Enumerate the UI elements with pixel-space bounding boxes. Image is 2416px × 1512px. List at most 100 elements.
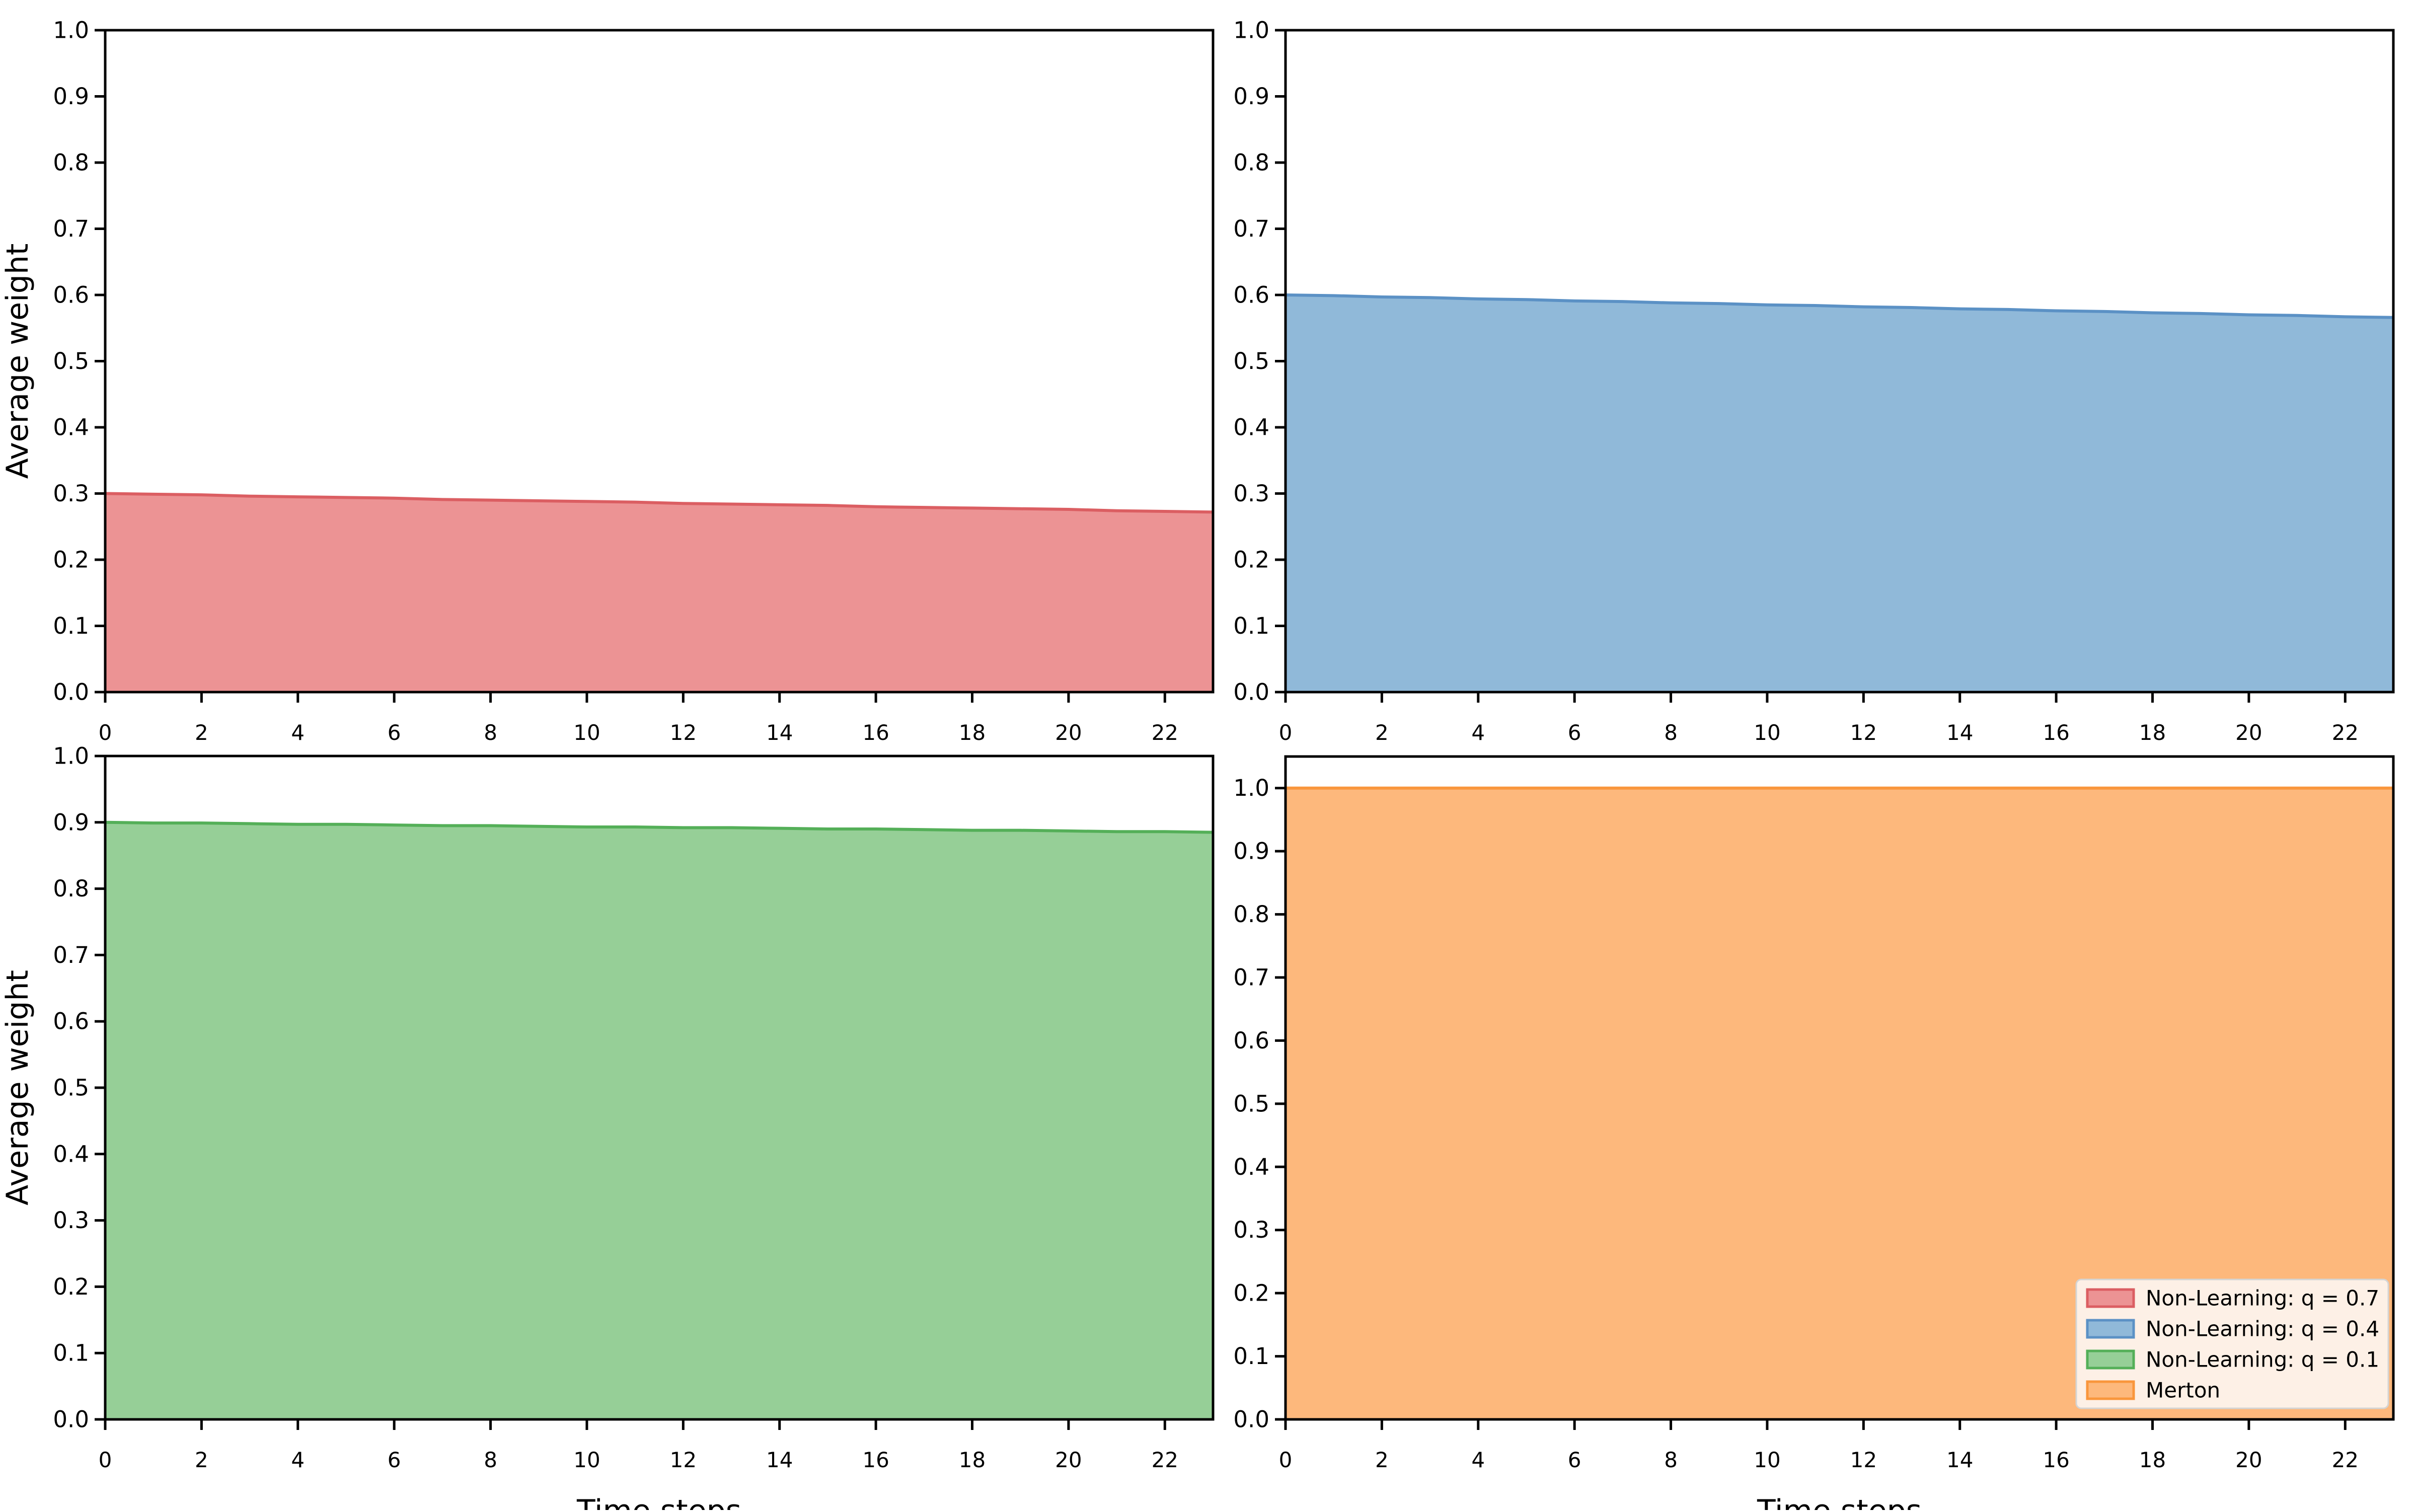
area-non-learning-q07 — [105, 493, 1213, 692]
x-tick-label: 10 — [573, 720, 600, 745]
y-tick-label: 0.4 — [1233, 414, 1269, 441]
x-tick-label: 0 — [1279, 720, 1293, 745]
x-tick-label: 14 — [766, 1448, 793, 1472]
x-axis-label: Time steps — [576, 1493, 741, 1510]
x-tick-label: 12 — [1850, 1448, 1877, 1472]
y-tick-label: 0.1 — [53, 1340, 89, 1367]
line-non-learning-q07 — [105, 492, 1214, 514]
legend-entry: Non-Learning: q = 0.4 — [2086, 1317, 2379, 1341]
x-tick-label: 16 — [2043, 1448, 2069, 1472]
area-non-learning-q01 — [105, 822, 1213, 1419]
y-tick-label: 0.6 — [53, 1008, 89, 1035]
panel-top-right: 0.0 0.1 0.2 0.3 0.4 0.5 0.6 0.7 0.8 0.9 1.0 0 2 4 6 8 10… — [1233, 17, 2395, 745]
x-tick-label: 6 — [1568, 720, 1581, 745]
x-tick-label: 8 — [1664, 720, 1678, 745]
legend-box — [2075, 1278, 2389, 1409]
area-non-learning-q04 — [1286, 295, 2393, 692]
y-tick-label: 0.8 — [1233, 149, 1269, 176]
panel-bottom-right: 0.0 0.1 0.2 0.3 0.4 0.5 0.6 0.7 0.8 0.9 1.0 0 2 4 6 8 10… — [1233, 755, 2395, 1512]
y-tick-label: 0.1 — [53, 613, 89, 639]
y-axis-label: Average weight — [0, 244, 35, 479]
legend-swatch — [2086, 1349, 2135, 1370]
y-tick-label: 0.3 — [1233, 1217, 1269, 1243]
y-tick-label: 0.4 — [53, 414, 89, 441]
x-tick-label: 20 — [2235, 720, 2262, 745]
x-tick-label: 4 — [291, 1448, 305, 1472]
x-tick-label: 22 — [2332, 1448, 2359, 1472]
x-tick-label: 12 — [670, 1448, 697, 1472]
y-tick-label: 1.0 — [53, 743, 89, 770]
x-tick-label: 18 — [2139, 720, 2166, 745]
legend-entry: Non-Learning: q = 0.7 — [2086, 1286, 2379, 1311]
legend: Non-Learning: q = 0.7 Non-Learning: q = 0… — [2075, 1278, 2389, 1409]
panel-top-left: 0.0 0.1 0.2 0.3 0.4 0.5 0.6 0.7 0.8 0.9 1.0 0 2 4 6 8 10… — [0, 17, 1215, 745]
x-tick-label: 6 — [388, 720, 401, 745]
y-tick-label: 0.5 — [1233, 1090, 1269, 1117]
y-tick-label: 0.9 — [53, 809, 89, 836]
x-tick-label: 10 — [1754, 720, 1780, 745]
x-tick-label: 18 — [2139, 1448, 2166, 1472]
y-tick-label: 0.2 — [53, 547, 89, 573]
axes-spines — [1284, 755, 2395, 1421]
x-tick-label: 4 — [291, 720, 305, 745]
x-tick-label: 2 — [195, 720, 208, 745]
y-tick-label: 0.5 — [1233, 348, 1269, 374]
y-tick-label: 0.0 — [53, 1406, 89, 1433]
legend-label: Merton — [2146, 1378, 2220, 1403]
y-tick-label: 0.9 — [53, 83, 89, 110]
y-tick-label: 0.3 — [53, 480, 89, 507]
y-tick-label: 0.9 — [1233, 838, 1269, 865]
legend-entry: Merton — [2086, 1378, 2220, 1403]
legend-label: Non-Learning: q = 0.1 — [2146, 1347, 2379, 1372]
x-tick-label: 4 — [1471, 720, 1485, 745]
x-tick-label: 12 — [670, 720, 697, 745]
y-tick-label: 0.7 — [1233, 964, 1269, 991]
x-tick-label: 14 — [1946, 1448, 1973, 1472]
x-tick-label: 20 — [2235, 1448, 2262, 1472]
y-tick-label: 0.8 — [1233, 901, 1269, 928]
x-axis-label: Time steps — [1757, 1493, 1922, 1510]
y-tick-label: 0.5 — [53, 1075, 89, 1101]
legend-swatch — [2086, 1288, 2135, 1308]
y-tick-label: 0.1 — [1233, 1343, 1269, 1370]
x-tick-label: 2 — [1375, 1448, 1389, 1472]
x-tick-label: 0 — [1279, 1448, 1293, 1472]
y-tick-label: 0.2 — [53, 1273, 89, 1300]
x-tick-label: 8 — [484, 1448, 497, 1472]
y-tick-label: 0.9 — [1233, 83, 1269, 110]
y-tick-label: 1.0 — [53, 17, 89, 44]
x-tick-label: 6 — [1568, 1448, 1581, 1472]
x-tick-label: 12 — [1850, 720, 1877, 745]
y-tick-label: 0.6 — [1233, 282, 1269, 309]
x-tick-label: 20 — [1055, 720, 1082, 745]
y-tick-label: 0.8 — [53, 875, 89, 902]
y-tick-label: 0.6 — [1233, 1027, 1269, 1054]
x-tick-label: 10 — [573, 1448, 600, 1472]
x-tick-label: 20 — [1055, 1448, 1082, 1472]
y-tick-label: 0.0 — [53, 679, 89, 706]
line-non-learning-q04 — [1285, 293, 2394, 319]
x-tick-label: 14 — [1946, 720, 1973, 745]
x-tick-label: 14 — [766, 720, 793, 745]
y-tick-label: 0.2 — [1233, 1280, 1269, 1307]
x-tick-label: 18 — [959, 1448, 986, 1472]
x-tick-label: 22 — [1152, 720, 1178, 745]
y-tick-label: 0.2 — [1233, 547, 1269, 573]
y-tick-label: 0.7 — [53, 215, 89, 242]
y-axis-label: Average weight — [0, 970, 35, 1205]
line-non-learning-q01 — [105, 820, 1214, 834]
x-tick-label: 16 — [862, 720, 889, 745]
x-tick-label: 0 — [99, 1448, 112, 1472]
area-merton — [1286, 788, 2393, 1419]
x-tick-label: 8 — [484, 720, 497, 745]
y-tick-label: 1.0 — [1233, 17, 1269, 44]
y-tick-label: 0.5 — [53, 348, 89, 374]
legend-swatch — [2086, 1319, 2135, 1339]
legend-entry: Non-Learning: q = 0.1 — [2086, 1347, 2379, 1372]
x-tick-label: 22 — [2332, 720, 2359, 745]
x-tick-label: 8 — [1664, 1448, 1678, 1472]
y-tick-label: 0.7 — [53, 942, 89, 968]
legend-label: Non-Learning: q = 0.4 — [2146, 1317, 2379, 1341]
